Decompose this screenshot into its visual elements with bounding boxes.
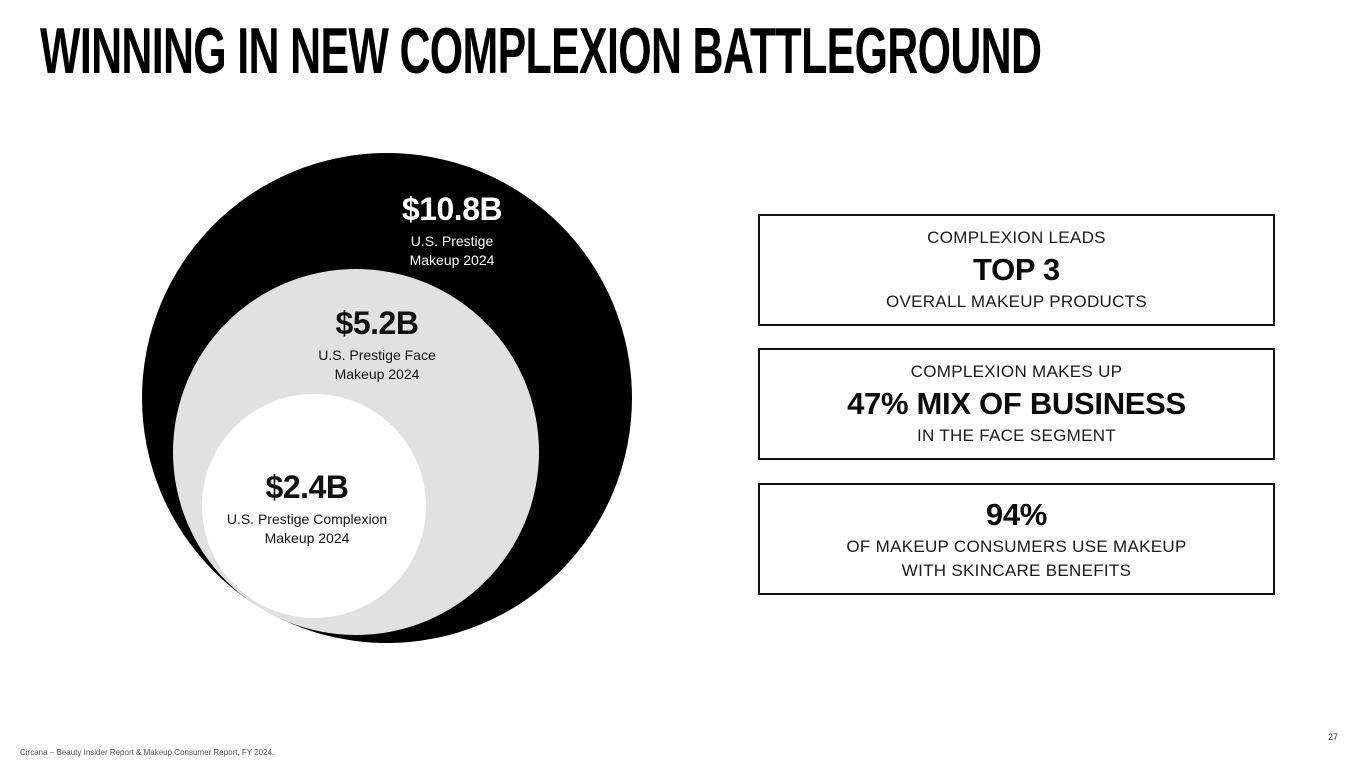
stat-box-line: WITH SKINCARE BENEFITS xyxy=(901,561,1132,580)
stat-box-headline: 94% xyxy=(985,497,1048,532)
nested-circle-chart: $10.8B U.S. Prestige Makeup 2024 $5.2B U… xyxy=(0,0,700,700)
value-prestige-face-makeup: $5.2B xyxy=(335,305,419,341)
stat-box-mix-of-business: COMPLEXION MAKES UP 47% MIX OF BUSINESS … xyxy=(758,348,1275,460)
stat-box-top-line: COMPLEXION LEADS xyxy=(927,228,1106,247)
label-line: Makeup 2024 xyxy=(409,252,495,268)
source-note: Circana – Beauty Insider Report & Makeup… xyxy=(20,748,275,757)
stat-box-headline: TOP 3 xyxy=(973,252,1060,287)
label-line: U.S. Prestige Face xyxy=(318,347,436,363)
stat-box-line: OF MAKEUP CONSUMERS USE MAKEUP xyxy=(846,537,1187,556)
stat-box-headline: 47% MIX OF BUSINESS xyxy=(847,386,1186,421)
page-title: WINNING IN NEW COMPLEXION BATTLEGROUND xyxy=(40,18,1365,83)
label-line: Makeup 2024 xyxy=(264,530,350,546)
label-prestige-face-makeup: $5.2B U.S. Prestige Face Makeup 2024 xyxy=(252,306,502,384)
stat-box-bottom-line: OVERALL MAKEUP PRODUCTS xyxy=(885,292,1148,311)
page-number: 27 xyxy=(1327,732,1338,742)
stat-box-top3: COMPLEXION LEADS TOP 3 OVERALL MAKEUP PR… xyxy=(758,214,1275,326)
label-line: U.S. Prestige Complexion xyxy=(226,511,388,527)
label-line: Makeup 2024 xyxy=(334,366,420,382)
stat-box-skincare-benefits: 94% OF MAKEUP CONSUMERS USE MAKEUP WITH … xyxy=(758,483,1275,595)
label-prestige-makeup: $10.8B U.S. Prestige Makeup 2024 xyxy=(327,192,577,270)
label-line: U.S. Prestige xyxy=(410,233,494,249)
label-prestige-complexion-makeup: $2.4B U.S. Prestige Complexion Makeup 20… xyxy=(172,470,442,548)
value-prestige-makeup: $10.8B xyxy=(401,191,503,227)
stat-box-bottom-line: IN THE FACE SEGMENT xyxy=(916,426,1117,445)
page-title-text: WINNING IN NEW COMPLEXION BATTLEGROUND xyxy=(40,14,1042,87)
circle-prestige-complexion-makeup xyxy=(202,394,426,618)
stat-box-top-line: COMPLEXION MAKES UP xyxy=(910,362,1123,381)
value-prestige-complexion-makeup: $2.4B xyxy=(265,469,349,505)
